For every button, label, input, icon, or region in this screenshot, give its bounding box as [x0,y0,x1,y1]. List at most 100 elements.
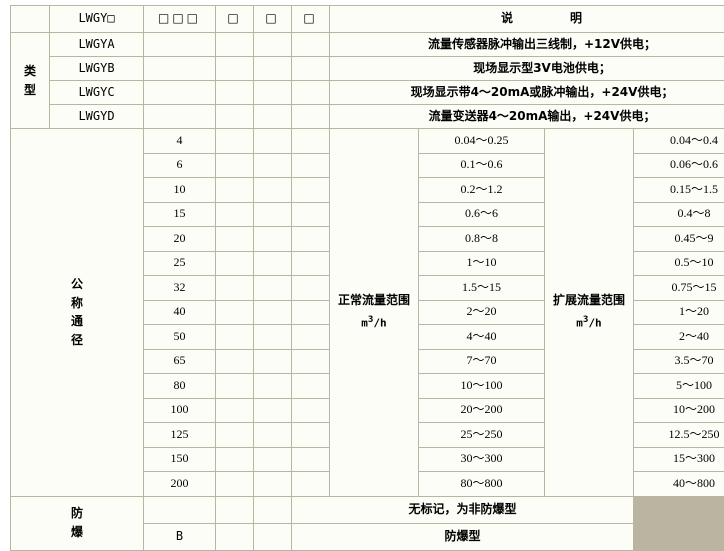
table-row: 125 25～250 12.5～250 [11,423,724,447]
table-row: 150 30～300 15～300 [11,447,724,471]
normal-flow-value: 0.1～0.6 [419,153,544,177]
diameter-value: 25 [144,251,215,275]
diameter-value: 200 [144,472,215,496]
diameter-label-char-0: 公 [70,277,83,292]
type-box-b-2 [254,81,291,104]
header-row: LWGY□ □□□ □ □ □ 说明 [11,6,724,32]
extended-flow-value: 12.5～250 [634,423,724,447]
type-label-char-1: 型 [23,82,36,97]
normal-flow-value: 0.04～0.25 [419,129,544,153]
table-row: 80 10～100 5～100 [11,374,724,398]
extended-range-label-text: 扩展流量范围 [552,293,625,308]
diameter-value: 50 [144,325,215,349]
type-explanation-lwgyd: 流量变送器4～20mA输出，+24V供电； [330,105,724,128]
diameter-box-b-4 [254,227,291,251]
extended-flow-value: 0.15～1.5 [634,178,724,202]
header-box-group: □□□ [144,6,215,32]
diameter-label-stack: 公 称 通 径 [11,275,143,349]
explosion-description-none: 无标记，为非防爆型 [292,496,633,523]
extended-unit-base: m [576,316,583,330]
diameter-box-a-11 [216,398,253,422]
type-box-b-0 [254,33,291,56]
diameter-box-c-11 [292,398,329,422]
normal-flow-value: 0.2～1.2 [419,178,544,202]
diameter-box-c-7 [292,300,329,324]
explosion-label-char-0: 防 [70,506,83,521]
type-code-lwgyd: LWGYD [50,105,143,128]
diameter-value: 125 [144,423,215,447]
type-box-group-c [144,81,215,104]
diameter-box-c-3 [292,202,329,226]
table-body: LWGY□ □□□ □ □ □ 说明 类 型 LWGYA [11,6,724,550]
extended-flow-value: 3.5～70 [634,349,724,373]
diameter-box-c-6 [292,276,329,300]
normal-unit-den: /h [373,316,387,330]
extended-unit-sup: 3 [582,314,589,325]
normal-flow-value: 80～800 [419,472,544,496]
table-row: 25 1～10 0.5～10 [11,251,724,275]
type-box-group-a [144,33,215,56]
table-row: 65 7～70 3.5～70 [11,349,724,373]
extended-flow-value: 40～800 [634,472,724,496]
normal-flow-range-label: 正常流量范围 m3/h [330,129,418,496]
table-row: LWGYB 现场显示型3V电池供电； [11,57,724,80]
diameter-value: 6 [144,153,215,177]
extended-flow-value: 0.06～0.6 [634,153,724,177]
type-code-lwgyc: LWGYC [50,81,143,104]
normal-flow-value: 1.5～15 [419,276,544,300]
extended-flow-value: 1～20 [634,300,724,324]
table-row: 类 型 LWGYA 流量传感器脉冲输出三线制，+12V供电； [11,33,724,128]
explosion-code-b: B [144,523,215,550]
diameter-box-b-9 [254,349,291,373]
spec-sheet: LWGY□ □□□ □ □ □ 说明 类 型 LWGYA [10,5,724,551]
extended-flow-range-label: 扩展流量范围 m3/h [545,129,633,496]
normal-flow-value: 2～20 [419,300,544,324]
section-label-nominal-diameter: 公 称 通 径 [11,129,143,496]
extended-flow-value: 5～100 [634,374,724,398]
diameter-box-a-1 [216,153,253,177]
specification-table: LWGY□ □□□ □ □ □ 说明 类 型 LWGYA [10,5,724,551]
extended-range-label-stack: 扩展流量范围 m3/h [545,293,633,330]
table-row: 防 爆 无标记，为非防爆型 [11,496,724,550]
diameter-box-b-1 [254,153,291,177]
diameter-box-a-7 [216,300,253,324]
diameter-box-a-9 [216,349,253,373]
type-explanation-lwgya: 流量传感器脉冲输出三线制，+12V供电； [330,33,724,56]
diameter-box-b-7 [254,300,291,324]
type-box-c-1 [292,57,329,80]
normal-unit-base: m [361,316,368,330]
diameter-box-b-8 [254,325,291,349]
explosion-label-stack: 防 爆 [11,504,143,541]
table-row: 40 2～20 1～20 [11,300,724,324]
diameter-value: 150 [144,447,215,471]
diameter-box-b-12 [254,423,291,447]
diameter-value: 100 [144,398,215,422]
header-model-base: LWGY□ [50,6,143,32]
normal-unit-sup: 3 [367,314,374,325]
table-row: 50 4～40 2～40 [11,325,724,349]
type-label-stack: 类 型 [11,62,49,99]
table-row: 32 1.5～15 0.75～15 [11,276,724,300]
explosion-box-a-1 [216,523,253,550]
type-explanation-lwgyb: 现场显示型3V电池供电； [330,57,724,80]
diameter-box-b-6 [254,276,291,300]
diameter-box-a-8 [216,325,253,349]
diameter-box-b-13 [254,447,291,471]
diameter-box-b-3 [254,202,291,226]
explosion-label-char-1: 爆 [70,525,83,539]
diameter-box-c-8 [292,325,329,349]
type-label-char-0: 类 [23,63,36,78]
table-row: 公 称 通 径 4 正常流量范围 m3/h 0.04～0.25 [11,129,724,496]
diameter-box-c-9 [292,349,329,373]
type-box-a-0 [216,33,253,56]
diameter-value: 15 [144,202,215,226]
extended-range-unit: m3/h [576,314,601,330]
table-row: 20 0.8～8 0.45～9 [11,227,724,251]
normal-flow-value: 25～250 [419,423,544,447]
diameter-box-c-10 [292,374,329,398]
type-box-c-3 [292,105,329,128]
type-box-b-3 [254,105,291,128]
type-box-a-1 [216,57,253,80]
type-box-c-0 [292,33,329,56]
diameter-box-a-3 [216,202,253,226]
